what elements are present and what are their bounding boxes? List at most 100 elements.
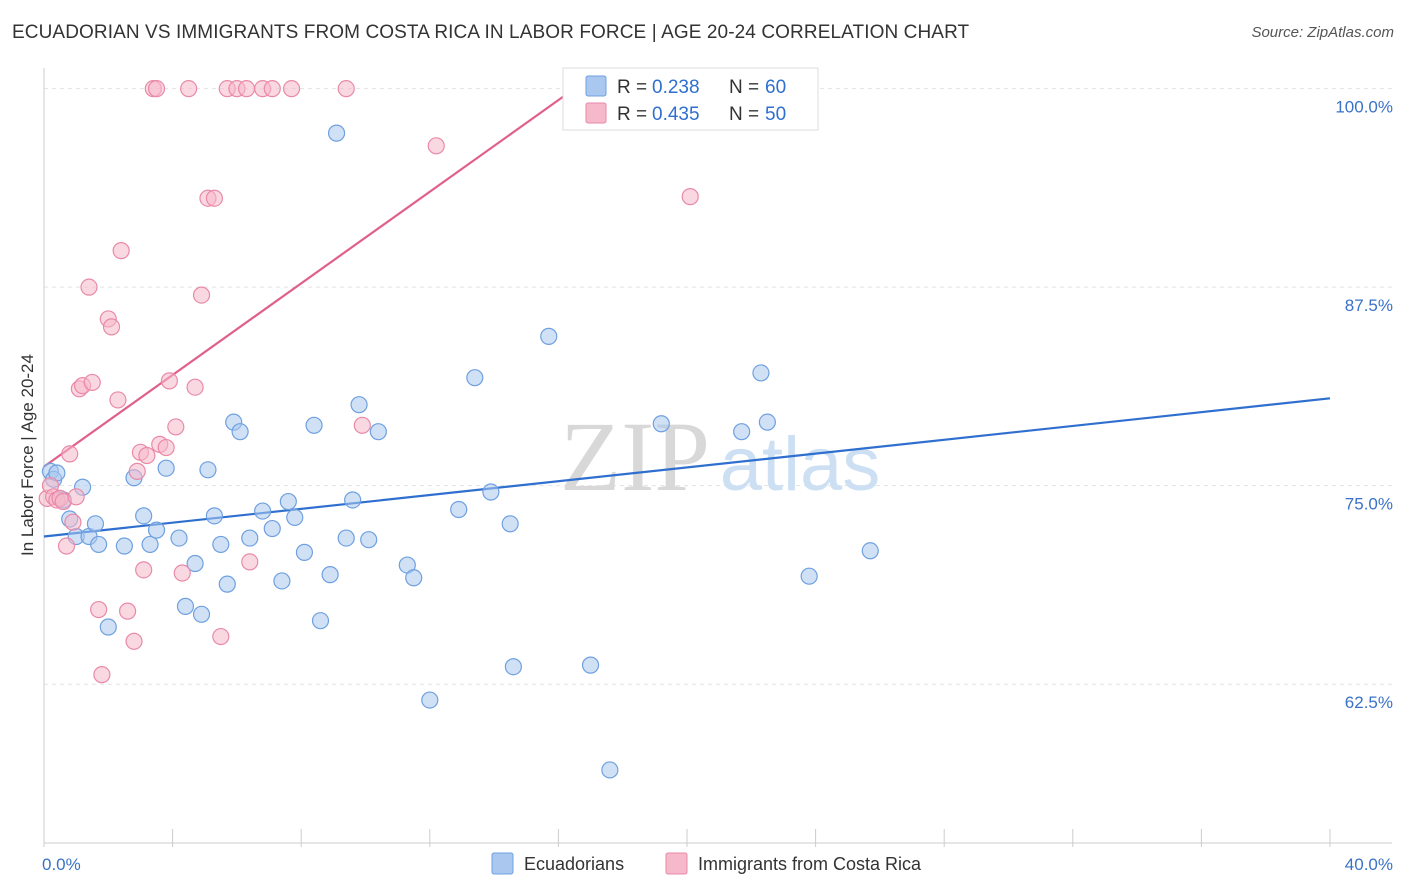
point-series0-29 <box>263 519 281 538</box>
point-series0-42 <box>369 423 387 441</box>
point-series1-32 <box>173 564 191 582</box>
point-series0-59 <box>861 542 879 560</box>
y-axis-label: In Labor Force | Age 20-24 <box>18 354 37 556</box>
point-series1-49 <box>681 188 699 206</box>
legend-n-value-1: 60 <box>765 77 786 98</box>
point-series0-11 <box>115 537 133 555</box>
point-series1-14 <box>90 600 108 619</box>
y-tick-label-0: 100.0% <box>1335 98 1393 117</box>
point-series1-9 <box>67 488 85 506</box>
point-series1-34 <box>186 378 204 396</box>
legend-n-label-1: N = <box>729 77 759 98</box>
legend-r-value-1: 0.238 <box>652 77 700 98</box>
y-tick-label-1: 87.5% <box>1345 296 1393 315</box>
point-series0-31 <box>279 492 297 511</box>
point-series1-22 <box>128 462 146 480</box>
point-series0-27 <box>241 529 259 547</box>
legend-r-label-2: R = <box>617 104 647 125</box>
point-series0-33 <box>295 543 314 561</box>
trend-lines <box>43 74 1331 538</box>
point-series1-41 <box>237 80 256 98</box>
legend-swatch-costa-rica <box>585 102 607 124</box>
point-series1-38 <box>212 627 230 646</box>
bottom-legend-label-costa-rica: Immigrants from Costa Rica <box>698 854 922 874</box>
point-series0-18 <box>176 597 195 615</box>
point-series0-51 <box>540 327 558 345</box>
point-series0-32 <box>286 508 304 527</box>
bottom-legend-swatch-ecuadorians <box>491 852 514 875</box>
point-series1-17 <box>102 318 121 336</box>
y-tick-label-2: 75.0% <box>1345 495 1393 514</box>
y-tick-label-3: 62.5% <box>1345 693 1393 712</box>
point-series0-58 <box>800 567 818 585</box>
point-series0-19 <box>186 554 204 573</box>
point-series1-21 <box>125 632 143 650</box>
chart-title: ECUADORIAN VS IMMIGRANTS FROM COSTA RICA… <box>12 22 970 43</box>
point-series0-8 <box>86 515 105 533</box>
y-tick-labels: 100.0% 87.5% 75.0% 62.5% <box>1335 98 1393 713</box>
point-series0-38 <box>337 529 355 547</box>
point-series0-24 <box>218 575 236 593</box>
point-series0-17 <box>170 529 188 547</box>
point-series0-9 <box>90 535 108 554</box>
point-series1-33 <box>180 80 198 98</box>
point-series1-15 <box>93 666 111 684</box>
point-series0-26 <box>231 423 249 441</box>
point-series1-13 <box>83 373 101 392</box>
point-series1-35 <box>192 286 211 304</box>
legend-n-value-2: 50 <box>765 104 786 125</box>
point-series0-52 <box>581 656 600 674</box>
point-series0-49 <box>501 515 519 533</box>
point-series0-20 <box>192 605 211 623</box>
point-series0-23 <box>212 535 230 554</box>
point-series0-34 <box>305 416 323 434</box>
point-series1-12 <box>80 278 98 296</box>
bottom-legend-label-ecuadorians: Ecuadorians <box>524 854 624 874</box>
trend-line-series1 <box>43 87 576 468</box>
point-series0-44 <box>405 569 423 587</box>
point-series1-6 <box>57 537 76 555</box>
point-series1-31 <box>167 418 185 436</box>
point-series0-14 <box>141 535 159 554</box>
point-series1-45 <box>282 80 301 98</box>
point-series1-46 <box>337 80 355 98</box>
point-series0-28 <box>254 502 272 520</box>
point-series1-37 <box>205 189 223 207</box>
watermark: ZIP atlas <box>560 401 880 512</box>
point-series0-53 <box>601 761 619 779</box>
axes <box>43 68 1392 847</box>
point-series0-55 <box>733 423 751 441</box>
point-series1-48 <box>427 137 445 155</box>
point-series1-47 <box>353 416 371 434</box>
point-series1-25 <box>138 446 156 465</box>
point-series0-40 <box>350 396 368 414</box>
source-credit: Source: ZipAtlas.com <box>1251 24 1394 41</box>
point-series1-42 <box>241 553 259 571</box>
point-series0-50 <box>504 658 522 676</box>
point-series1-8 <box>64 513 82 531</box>
x-tick-label-0: 0.0% <box>42 855 81 874</box>
point-series1-18 <box>109 391 127 409</box>
bottom-legend-swatch-costa-rica <box>665 852 688 875</box>
legend-r-value-2: 0.435 <box>652 104 700 125</box>
point-series1-44 <box>263 80 281 98</box>
data-points <box>38 80 879 779</box>
point-series0-41 <box>360 531 378 549</box>
legend-r-label-1: R = <box>617 77 647 98</box>
point-series1-20 <box>118 602 137 620</box>
grid-lines <box>44 88 1392 685</box>
point-series0-39 <box>344 491 362 509</box>
point-series0-16 <box>157 459 175 477</box>
legend-n-label-2: N = <box>729 104 759 125</box>
point-series0-13 <box>135 507 153 525</box>
point-series1-7 <box>61 445 79 463</box>
point-series1-29 <box>157 438 175 457</box>
point-series0-36 <box>321 566 339 584</box>
point-series0-54 <box>652 415 670 433</box>
point-series0-15 <box>147 521 166 539</box>
point-series0-57 <box>758 413 776 431</box>
point-series0-46 <box>450 500 468 519</box>
x-tick-label-1: 40.0% <box>1345 855 1393 874</box>
point-series0-48 <box>482 483 500 501</box>
